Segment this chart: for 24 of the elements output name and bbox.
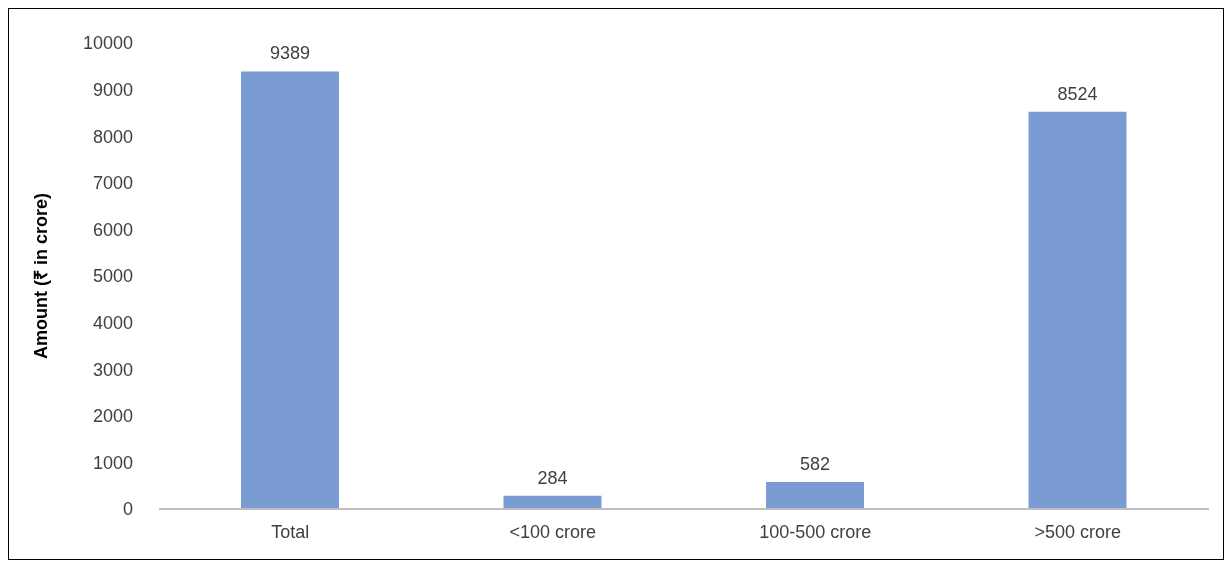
x-tick-label: <100 crore: [509, 521, 597, 542]
y-tick-label: 0: [122, 499, 133, 520]
x-tick-label: Total: [271, 521, 310, 542]
data-label: 9389: [269, 43, 311, 64]
bar: [1028, 111, 1127, 509]
data-label: 8524: [1057, 83, 1098, 104]
y-tick-label: 8000: [92, 126, 133, 147]
y-tick-label: 9000: [92, 79, 133, 100]
data-label: 582: [799, 453, 831, 474]
x-tick-label: 100-500 crore: [759, 521, 872, 542]
y-tick-label: 3000: [92, 359, 133, 380]
bar: [503, 495, 602, 509]
y-tick-label: 7000: [92, 173, 133, 194]
data-label: 284: [537, 467, 568, 488]
y-tick-label: 6000: [92, 219, 133, 240]
y-axis-title: Amount (₹ in crore): [31, 193, 52, 359]
y-tick-label: 1000: [92, 452, 133, 473]
y-tick-label: 10000: [82, 33, 133, 54]
y-tick-label: 5000: [92, 266, 133, 287]
y-tick-label: 4000: [92, 312, 133, 333]
y-tick-label: 2000: [92, 406, 133, 427]
bar: [766, 481, 864, 509]
bar: [241, 71, 339, 509]
x-tick-label: >500 crore: [1034, 521, 1122, 542]
